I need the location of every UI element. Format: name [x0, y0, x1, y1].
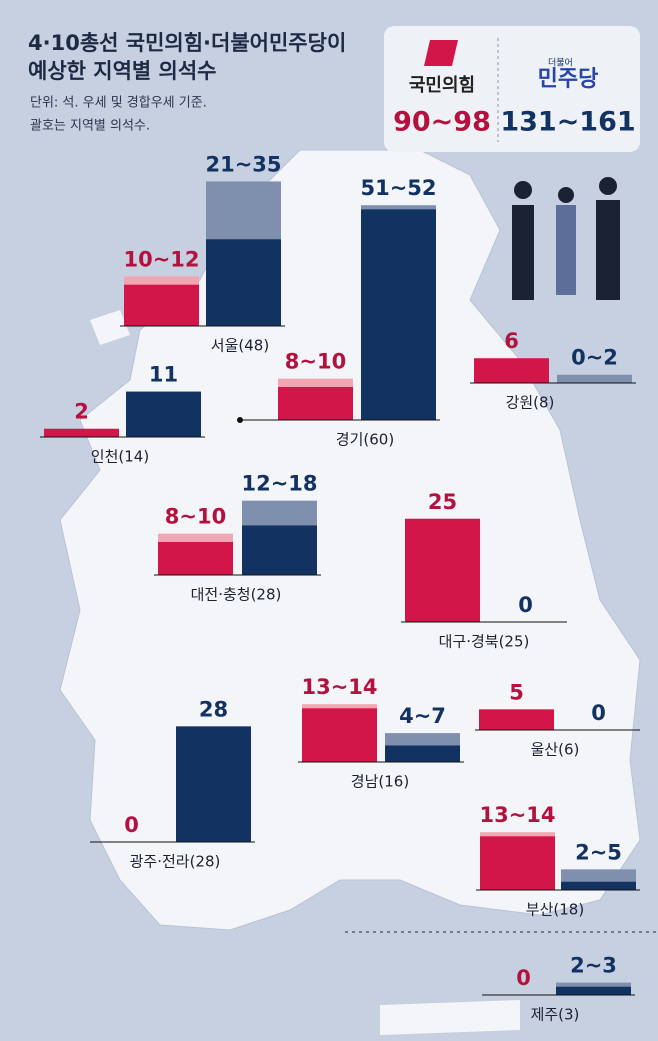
bar-range: [557, 374, 632, 383]
bar: [302, 708, 377, 762]
region-name: 강원(8): [506, 394, 555, 412]
region-name: 경기(60): [336, 431, 394, 449]
bar: [124, 284, 199, 326]
region-name: 인천(14): [91, 448, 149, 466]
value-label: 0: [124, 813, 139, 837]
candidates-illustration: [512, 177, 620, 300]
bar: [556, 986, 631, 995]
value-label: 21~35: [205, 152, 281, 176]
value-label: 6: [504, 329, 519, 353]
subtitle-line: 괄호는 지역별 의석수.: [30, 119, 150, 134]
value-label: 2~5: [575, 840, 622, 864]
region-name: 대전·충청(28): [191, 586, 282, 604]
pointer-dot: [237, 417, 243, 423]
value-label: 4~7: [399, 704, 446, 728]
region-name: 대구·경북(25): [439, 633, 530, 651]
region-name: 광주·전라(28): [130, 853, 221, 871]
bar: [242, 525, 317, 575]
bar: [361, 209, 436, 420]
value-label: 8~10: [285, 350, 346, 374]
party-prefix: 더불어: [548, 58, 573, 69]
value-label: 8~10: [165, 505, 226, 529]
value-label: 51~52: [360, 176, 436, 200]
value-label: 12~18: [241, 472, 317, 496]
bar: [480, 836, 555, 890]
bar: [561, 881, 636, 890]
value-label: 0: [591, 701, 606, 725]
bar: [44, 428, 119, 437]
bar: [385, 745, 460, 762]
party-total: 90~98: [393, 107, 491, 138]
bar: [474, 358, 549, 383]
value-label: 13~14: [301, 675, 377, 699]
bar: [479, 709, 554, 730]
value-label: 5: [509, 680, 524, 704]
value-label: 2: [74, 400, 89, 424]
title-line: 4·10총선 국민의힘·더불어민주당이: [28, 31, 346, 55]
region-name: 경남(16): [351, 773, 409, 791]
party-name: 민주당: [538, 67, 599, 92]
party-total: 131~161: [500, 107, 635, 138]
title-line: 예상한 지역별 의석수: [28, 59, 217, 83]
bar: [405, 518, 480, 622]
ppp-logo: [424, 40, 458, 66]
bar: [158, 541, 233, 575]
subtitle-line: 단위: 석. 우세 및 경합우세 기준.: [30, 96, 207, 111]
map-island: [380, 1000, 520, 1035]
region-name: 제주(3): [531, 1006, 580, 1024]
value-label: 10~12: [123, 247, 199, 271]
region-name: 서울(48): [211, 337, 269, 355]
bar: [126, 391, 201, 437]
value-label: 0: [518, 593, 533, 617]
value-label: 28: [199, 697, 228, 721]
value-label: 13~14: [479, 803, 555, 827]
value-label: 2~3: [570, 954, 617, 978]
value-label: 0: [516, 966, 531, 990]
value-label: 11: [149, 363, 178, 387]
bar: [176, 726, 251, 842]
bar: [206, 239, 281, 326]
bar: [278, 386, 353, 420]
party-name: 국민의힘: [409, 75, 475, 96]
region-name: 부산(18): [526, 901, 584, 919]
region-name: 울산(6): [531, 741, 580, 759]
value-label: 0~2: [571, 346, 618, 370]
value-label: 25: [428, 490, 457, 514]
map-island: [90, 310, 130, 345]
